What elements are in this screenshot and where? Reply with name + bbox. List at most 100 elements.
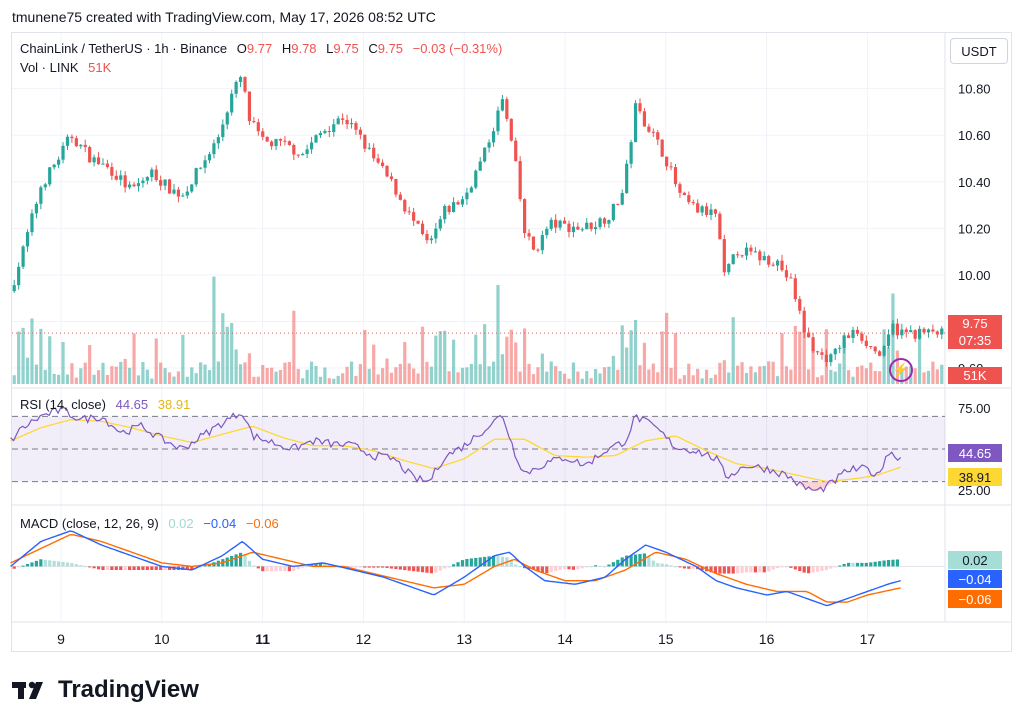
candle-body [221, 124, 225, 138]
macd-histogram-bar [589, 566, 593, 568]
volume-bar [607, 366, 611, 384]
tradingview-logo-icon [12, 681, 43, 699]
candle-body [753, 251, 757, 253]
volume-bar [65, 374, 70, 384]
time-tick-label: 9 [57, 631, 65, 647]
macd-histogram-bar [802, 566, 806, 573]
volume-bar [296, 368, 300, 384]
volume-bar [842, 341, 846, 384]
tradingview-brand: TradingView [12, 676, 199, 704]
macd-histogram-bar [394, 566, 398, 570]
volume-bar [713, 374, 718, 384]
macd-histogram-bar [363, 566, 367, 568]
signal-tag: −0.06 [948, 590, 1002, 608]
candle-body [292, 145, 296, 155]
volume-bar [167, 372, 172, 384]
candle-body [412, 212, 416, 221]
currency-button[interactable]: USDT [950, 38, 1008, 64]
candle-body [150, 169, 154, 178]
candle-body [873, 346, 877, 352]
volume-bar [79, 368, 83, 384]
candle-body [301, 153, 305, 156]
candle-body [580, 229, 584, 231]
macd-histogram-bar [420, 566, 425, 573]
macd-histogram-bar [296, 566, 300, 570]
macd-histogram-bar [602, 566, 607, 568]
volume-bar [549, 361, 553, 384]
candle-body [638, 103, 642, 112]
candle-body [327, 130, 331, 133]
volume-bar [802, 325, 806, 384]
candle-body [518, 161, 522, 200]
candle-body [784, 270, 789, 278]
volume-bar [571, 362, 576, 384]
rsi-legend: RSI (14, close) 44.65 38.91 [20, 397, 196, 412]
candle-body [128, 184, 132, 188]
macd-histogram-bar [443, 566, 447, 569]
candle-body [527, 233, 531, 237]
volume-bar [172, 376, 176, 384]
candle-body [247, 91, 252, 122]
volume-bar [833, 371, 837, 384]
time-tick-label: 10 [154, 631, 170, 647]
macd-histogram-bar [496, 556, 500, 567]
candle-body [846, 335, 851, 338]
volume-bar [749, 366, 753, 384]
macd-histogram-bar [110, 566, 114, 570]
macd-histogram-bar [243, 555, 247, 567]
candle-body [194, 168, 198, 185]
candle-body [878, 351, 882, 356]
volume-bar [159, 362, 163, 384]
macd-histogram-bar [305, 566, 309, 568]
volume-bar [332, 378, 336, 384]
lightning-icon[interactable]: ⚡ [889, 358, 913, 382]
candle-body [52, 164, 56, 168]
macd-histogram-bar [79, 565, 83, 567]
volume-bar [323, 367, 327, 384]
volume-bar [913, 368, 917, 384]
rsi-tick-label: 75.00 [958, 401, 991, 416]
volume-bar [194, 373, 198, 384]
volume-bar [278, 369, 283, 384]
candle-body [234, 81, 238, 94]
macd-histogram-bar [114, 566, 118, 570]
candle-body [141, 180, 145, 184]
candle-body [483, 147, 487, 162]
candle-body [669, 166, 673, 168]
candle-body [562, 220, 567, 224]
macd-histogram-bar [474, 557, 478, 567]
volume-bar [128, 367, 132, 384]
volume-bar [150, 378, 154, 384]
candle-body [354, 123, 358, 130]
volume-bar [376, 374, 380, 384]
candle-body [549, 219, 553, 229]
macd-histogram-bar [154, 566, 158, 570]
macd-histogram-bar [203, 565, 207, 567]
candle-body [345, 119, 349, 125]
candle-body [305, 149, 309, 154]
candle-body [598, 218, 602, 228]
rsi-oversold-fill [796, 481, 843, 492]
macd-histogram-bar [136, 566, 141, 570]
candle-body [602, 218, 607, 224]
volume-bar [620, 325, 624, 384]
macd-histogram-bar [230, 555, 234, 567]
candle-body [389, 176, 394, 180]
volume-bar [274, 371, 278, 384]
volume-bar [740, 362, 744, 384]
volume-bar [380, 368, 385, 384]
volume-bar [554, 366, 558, 384]
volume-bar [917, 333, 922, 384]
candle-body [802, 310, 806, 333]
macd-histogram-bar [465, 558, 469, 567]
macd-histogram-bar [287, 566, 291, 572]
candle-body [616, 203, 620, 205]
macd-histogram-bar [199, 566, 203, 568]
macd-histogram-bar [469, 558, 473, 567]
volume-bar [642, 342, 647, 384]
macd-histogram-bar [807, 566, 811, 574]
ohlc-close: C9.75 [368, 41, 404, 56]
candle-body [367, 147, 371, 149]
volume-bar [798, 331, 802, 384]
